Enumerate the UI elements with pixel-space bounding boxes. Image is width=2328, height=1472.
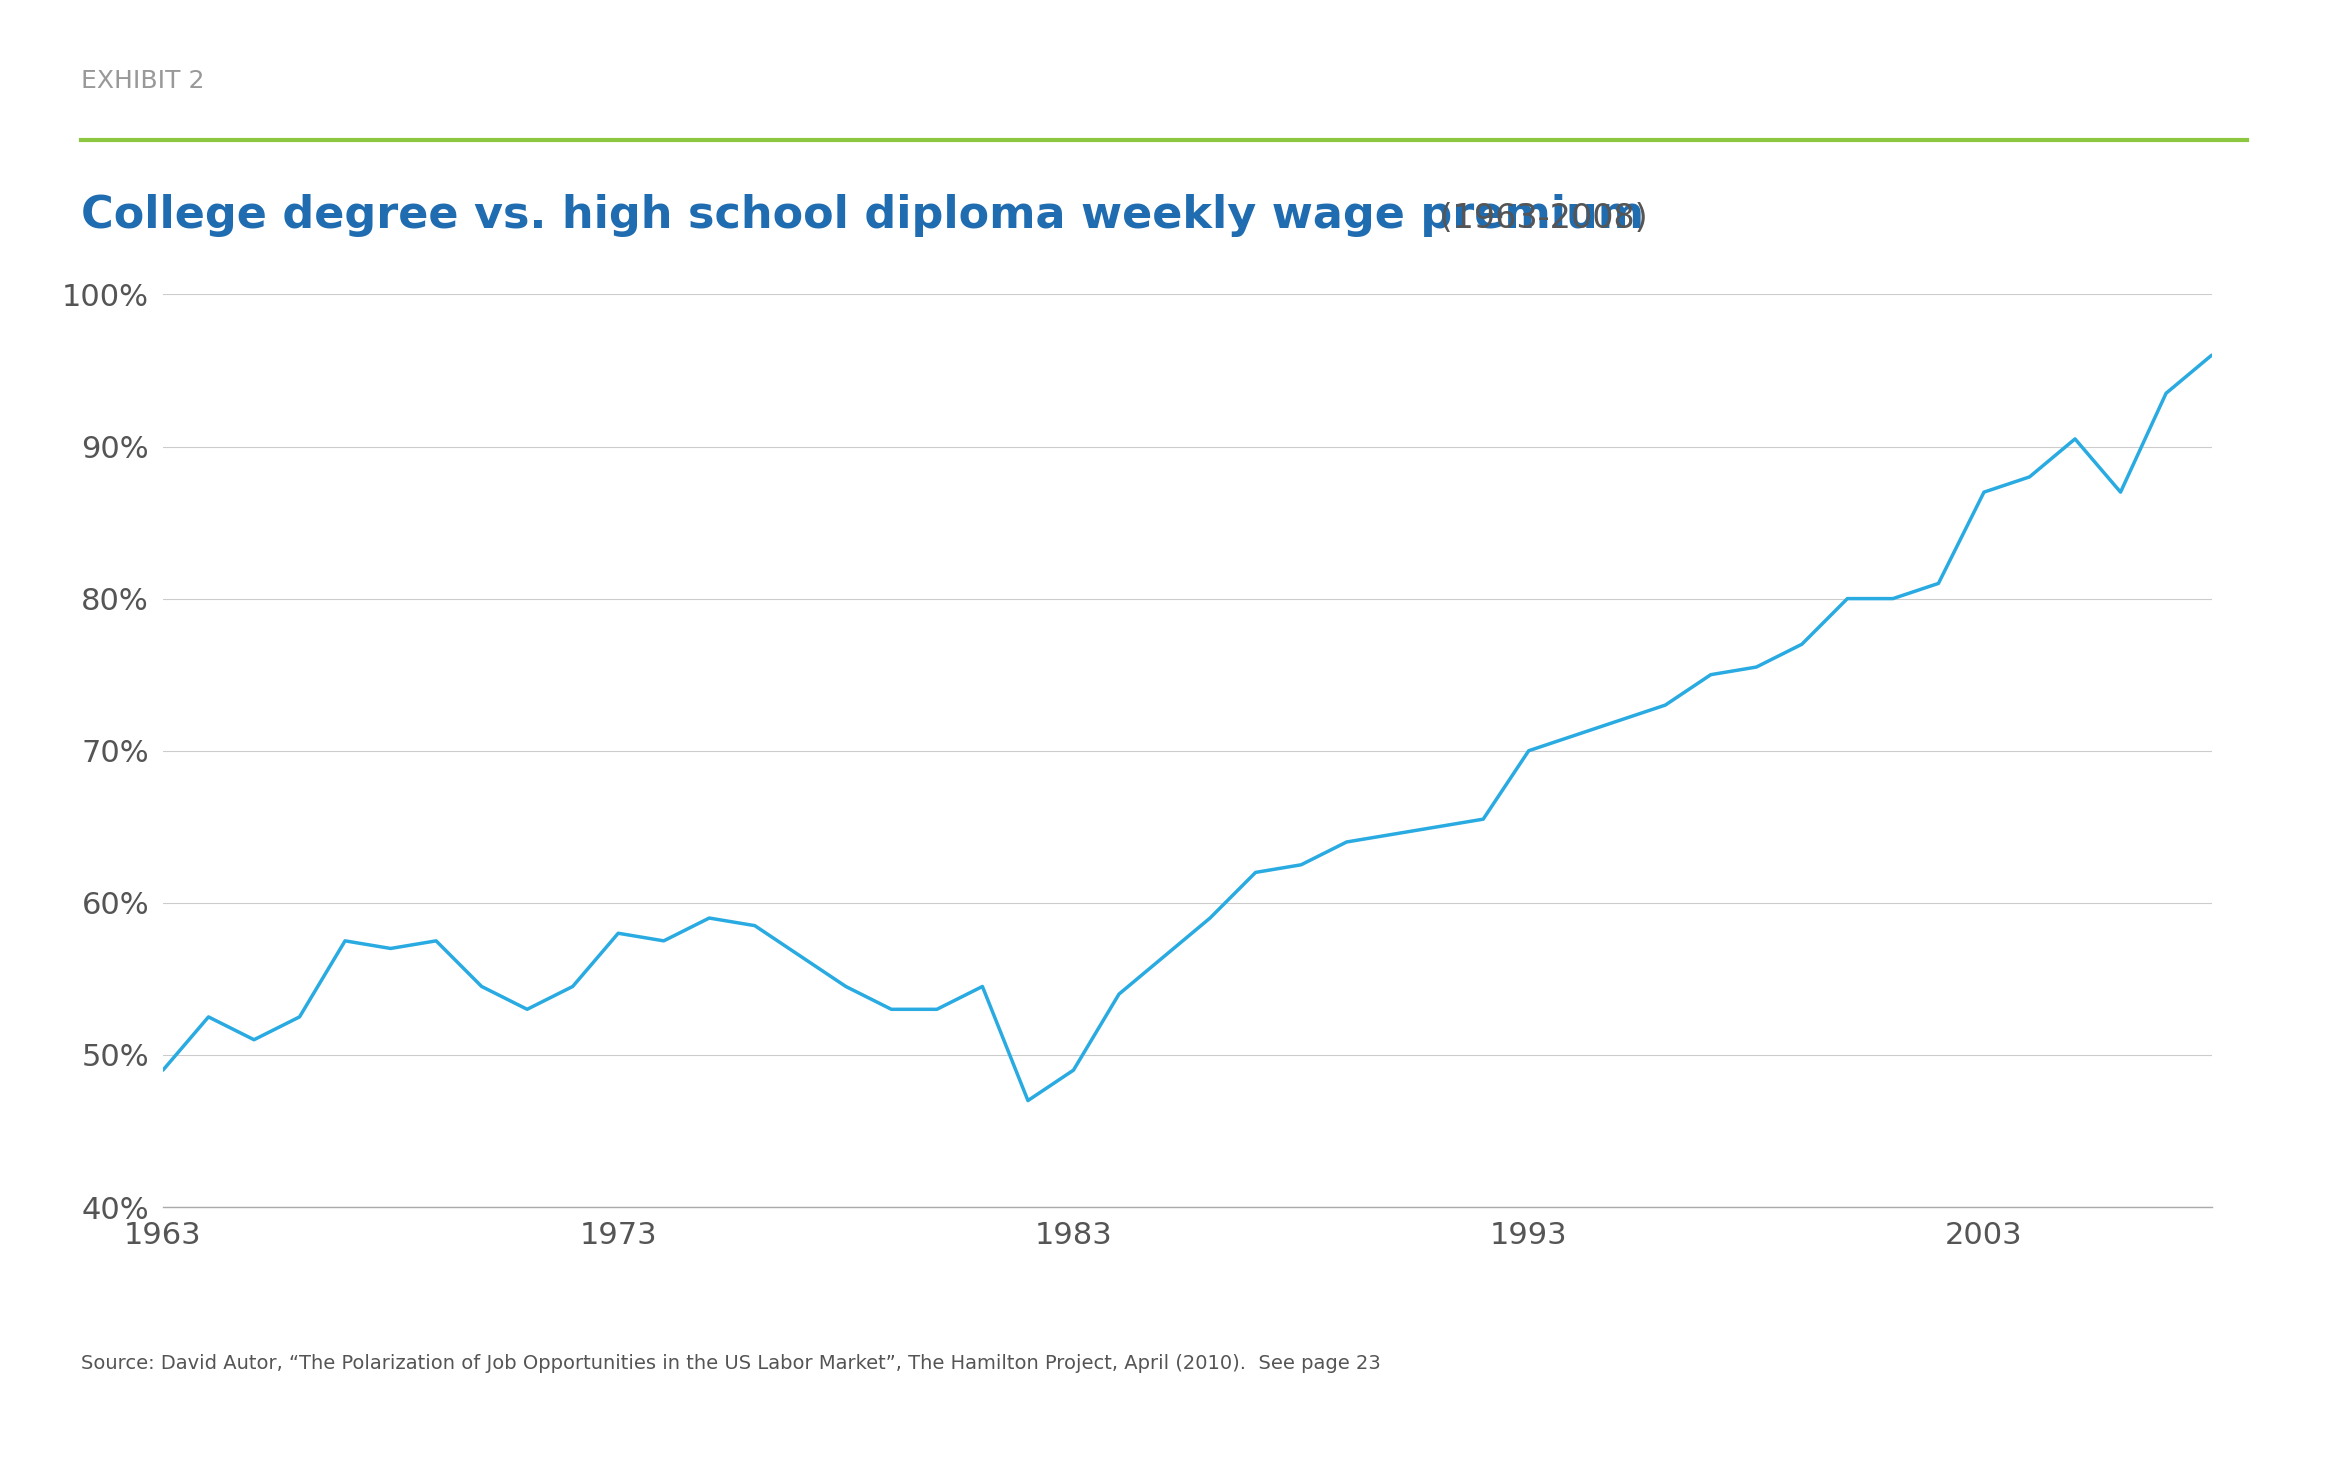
Text: College degree vs. high school diploma weekly wage premium: College degree vs. high school diploma w…: [81, 194, 1644, 237]
Text: EXHIBIT 2: EXHIBIT 2: [81, 69, 205, 93]
Text: (1963-2008): (1963-2008): [1429, 202, 1648, 236]
Text: Source: David Autor, “The Polarization of Job Opportunities in the US Labor Mark: Source: David Autor, “The Polarization o…: [81, 1354, 1381, 1373]
